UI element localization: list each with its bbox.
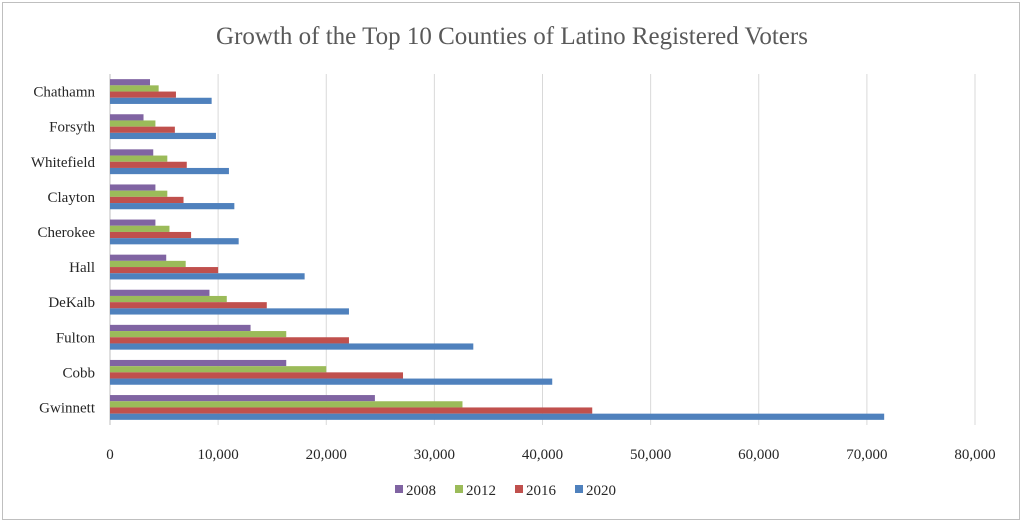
bar-2008-clayton (110, 184, 156, 191)
category-label: Hall (69, 260, 95, 276)
bar-2012-chathamn (110, 85, 159, 92)
bars (110, 79, 885, 420)
category-label: Forsyth (49, 120, 95, 136)
bar-2008-chathamn (110, 79, 151, 86)
x-tick-label: 0 (106, 447, 114, 463)
bar-2016-whitefield (110, 161, 187, 168)
bar-2008-dekalb (110, 289, 210, 296)
bar-2016-gwinnett (110, 407, 593, 414)
x-tick-label: 80,000 (954, 447, 995, 463)
x-tick-label: 30,000 (414, 447, 455, 463)
bar-2020-forsyth (110, 132, 216, 140)
x-tick-label: 20,000 (306, 447, 347, 463)
bar-2012-gwinnett (110, 401, 463, 408)
legend-label: 2012 (466, 483, 496, 499)
category-label: Cobb (62, 365, 95, 381)
bar-2016-cobb (110, 372, 404, 379)
legend-swatch (395, 485, 403, 493)
legend-swatch (575, 485, 583, 493)
bar-2020-clayton (110, 203, 235, 210)
bar-2016-cherokee (110, 231, 192, 239)
legend-label: 2020 (586, 483, 616, 499)
bar-2020-cobb (110, 378, 553, 385)
bar-2012-whitefield (110, 155, 168, 162)
bar-2016-forsyth (110, 126, 175, 133)
bar-2020-chathamn (110, 97, 212, 104)
bar-2020-cherokee (110, 238, 239, 245)
x-tick-label: 60,000 (738, 447, 779, 463)
category-label: Whitefield (31, 155, 96, 171)
category-label: Cherokee (38, 225, 96, 241)
bar-2016-fulton (110, 337, 349, 344)
category-labels: Chathamn Forsyth Whitefield Clayton Cherokee… (31, 85, 96, 417)
category-label: DeKalb (48, 295, 95, 311)
bar-2012-cobb (110, 366, 327, 373)
legend-label: 2016 (526, 483, 557, 499)
bar-2020-dekalb (110, 308, 349, 315)
bar-2012-fulton (110, 331, 287, 338)
bar-2012-dekalb (110, 295, 227, 303)
legend-swatch (455, 485, 463, 493)
legend-label: 2008 (406, 483, 436, 499)
bar-2008-gwinnett (110, 395, 375, 402)
bar-2008-cherokee (110, 219, 156, 226)
chart-title: Growth of the Top 10 Counties of Latino … (216, 23, 808, 50)
category-label: Gwinnett (39, 400, 96, 416)
x-tick-label: 70,000 (846, 447, 887, 463)
category-label: Clayton (48, 190, 96, 206)
bar-2008-fulton (110, 324, 251, 332)
x-tick-label: 40,000 (522, 447, 563, 463)
bar-2012-hall (110, 260, 186, 268)
category-label: Fulton (56, 330, 96, 346)
bar-2008-forsyth (110, 114, 144, 121)
bar-2020-fulton (110, 343, 474, 350)
bar-2020-hall (110, 273, 305, 280)
bar-2016-clayton (110, 196, 184, 204)
bar-2020-whitefield (110, 167, 229, 175)
x-tick-labels: 0 10,000 20,000 30,000 40,000 50,000 60,000 70,… (106, 447, 995, 463)
x-tick-label: 50,000 (630, 447, 671, 463)
bar-2012-clayton (110, 190, 168, 197)
legend: 2008 2012 2016 2020 (395, 483, 616, 499)
bar-2012-cherokee (110, 225, 170, 232)
bar-2008-hall (110, 254, 167, 261)
x-tick-label: 10,000 (198, 447, 239, 463)
bar-2012-forsyth (110, 120, 156, 127)
bar-2016-dekalb (110, 302, 267, 309)
bar-2008-whitefield (110, 149, 154, 156)
bar-2020-gwinnett (110, 413, 885, 420)
bar-2016-chathamn (110, 91, 176, 98)
category-label: Chathamn (33, 85, 95, 101)
legend-swatch (515, 485, 523, 493)
bar-2008-cobb (110, 359, 287, 367)
bar-2016-hall (110, 267, 219, 274)
